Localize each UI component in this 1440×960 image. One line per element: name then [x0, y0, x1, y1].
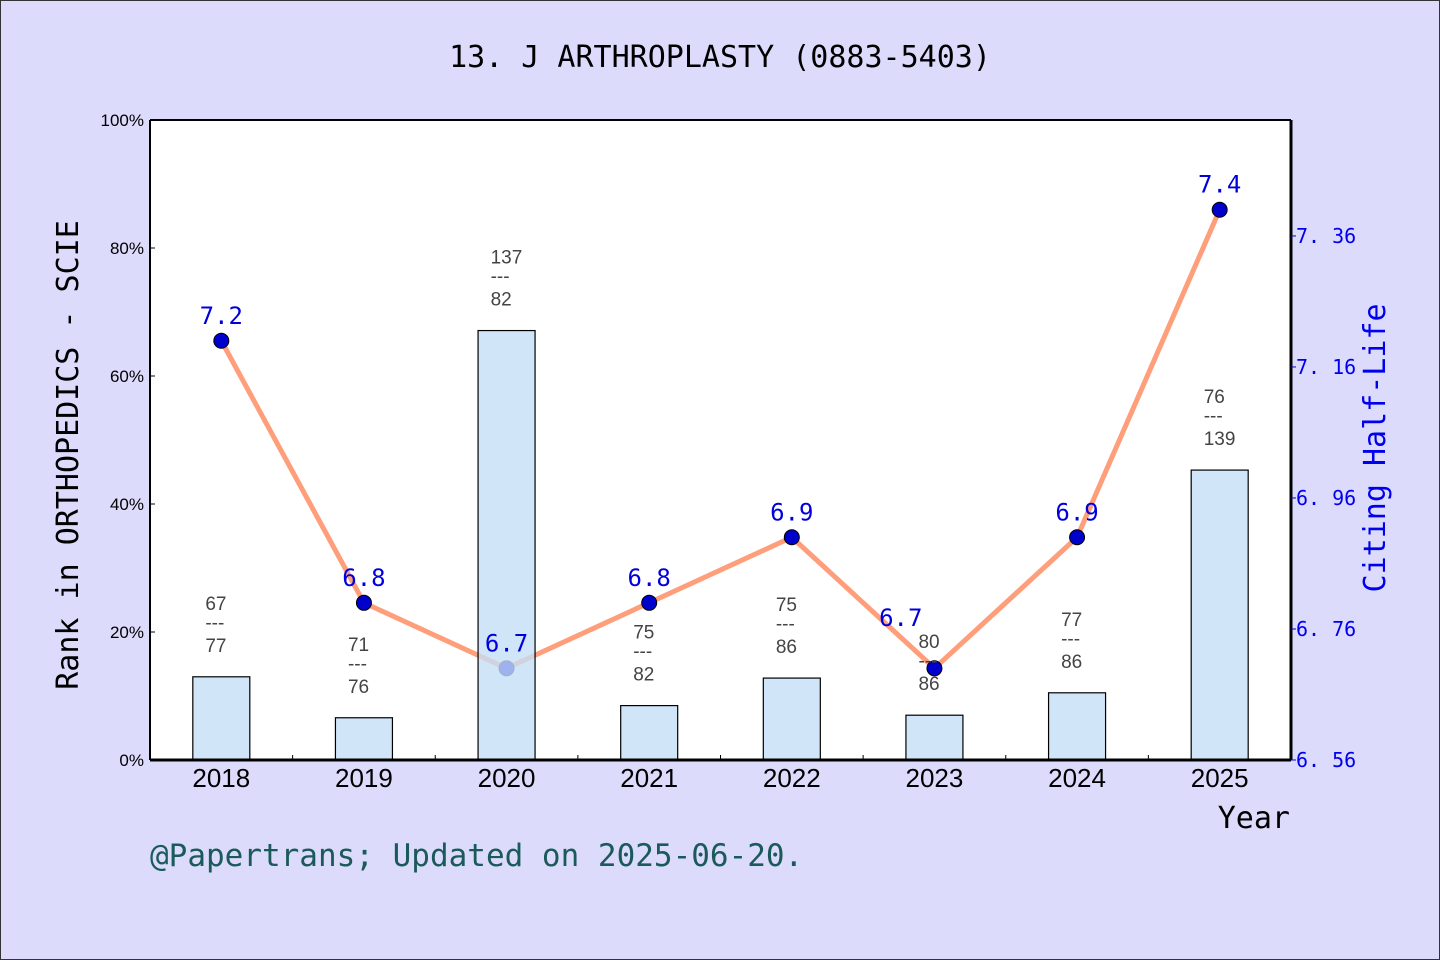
- x-tick-label: 2018: [192, 763, 250, 793]
- rank-numerator: 75: [633, 623, 654, 644]
- half-life-label: 6.9: [770, 498, 813, 526]
- rank-numerator: 77: [1061, 610, 1082, 631]
- rank-divider: ---: [348, 654, 367, 675]
- rank-bar: [477, 329, 536, 761]
- rank-bar: [1190, 469, 1249, 761]
- half-life-point: [1069, 529, 1086, 546]
- rank-denominator: 86: [1061, 652, 1082, 673]
- rank-denominator: 77: [205, 636, 226, 657]
- rank-bar: [192, 676, 251, 761]
- rank-denominator: 86: [776, 637, 797, 658]
- rank-divider: ---: [491, 267, 510, 288]
- y2-tick-label: 6. 96: [1296, 486, 1356, 510]
- x-tick-label: 2020: [478, 763, 536, 793]
- footer-credit: @Papertrans; Updated on 2025-06-20.: [150, 838, 803, 874]
- half-life-point: [355, 594, 372, 611]
- rank-denominator: 82: [491, 290, 512, 311]
- y-tick-label: 80%: [110, 239, 144, 258]
- bar-rank-label: 77--- 86: [1061, 610, 1082, 673]
- x-tick-label: 2021: [620, 763, 678, 793]
- rank-divider: ---: [918, 651, 937, 672]
- half-life-label: 7.2: [200, 302, 243, 330]
- x-axis-label: Year: [1218, 801, 1290, 836]
- half-life-label: 6.8: [628, 564, 671, 592]
- half-life-label: 6.7: [879, 604, 922, 632]
- x-tick-label: 2022: [763, 763, 821, 793]
- rank-denominator: 86: [918, 674, 939, 695]
- bar-rank-label: 76--- 139: [1204, 387, 1236, 450]
- half-life-point: [213, 332, 230, 349]
- rank-numerator: 80: [918, 632, 939, 653]
- rank-numerator: 75: [776, 595, 797, 616]
- half-life-point: [1211, 201, 1228, 218]
- half-life-label: 6.9: [1055, 498, 1098, 526]
- y2-tick-label: 7. 16: [1296, 355, 1356, 379]
- bar-rank-label: 75--- 86: [776, 595, 797, 658]
- half-life-label: 6.8: [342, 564, 385, 592]
- rank-divider: ---: [776, 614, 795, 635]
- y2-axis-label: Citing Half-Life: [1358, 304, 1393, 593]
- x-tick-label: 2023: [906, 763, 964, 793]
- rank-numerator: 137: [491, 248, 523, 269]
- rank-divider: ---: [1204, 406, 1223, 427]
- rank-divider: ---: [1061, 629, 1080, 650]
- y-tick-label: 40%: [110, 495, 144, 514]
- rank-numerator: 71: [348, 635, 369, 656]
- x-tick-label: 2024: [1048, 763, 1106, 793]
- bar-rank-label: 75--- 82: [633, 623, 654, 686]
- y-tick-label: 0%: [119, 751, 144, 770]
- y-tick-label: 100%: [101, 111, 144, 130]
- rank-bar: [620, 704, 679, 761]
- y-axis-label: Rank in ORTHOPEDICS - SCIE: [51, 220, 86, 690]
- half-life-point: [641, 594, 658, 611]
- bar-rank-label: 71--- 76: [348, 635, 369, 698]
- x-tick-label: 2025: [1191, 763, 1249, 793]
- rank-denominator: 82: [633, 665, 654, 686]
- plot-area: [150, 120, 1291, 760]
- half-life-point: [783, 529, 800, 546]
- bar-rank-label: 137--- 82: [491, 248, 523, 311]
- half-life-point: [926, 660, 943, 677]
- chart-title: 13. J ARTHROPLASTY (0883-5403): [449, 40, 991, 75]
- half-life-line: [219, 208, 1222, 671]
- rank-numerator: 76: [1204, 387, 1225, 408]
- half-life-label: 7.4: [1198, 171, 1241, 199]
- x-tick-label: 2019: [335, 763, 393, 793]
- rank-denominator: 139: [1204, 429, 1236, 450]
- rank-bar: [334, 717, 394, 761]
- rank-denominator: 76: [348, 677, 369, 698]
- rank-numerator: 67: [205, 594, 226, 615]
- rank-divider: ---: [205, 613, 224, 634]
- y-tick-label: 60%: [110, 367, 144, 386]
- y2-tick-label: 7. 36: [1296, 224, 1356, 248]
- half-life-label: 6.7: [485, 629, 528, 657]
- y2-tick-label: 6. 76: [1296, 617, 1356, 641]
- rank-bar: [762, 677, 821, 761]
- bar-rank-label: 80--- 86: [918, 632, 939, 695]
- y2-tick-label: 6. 56: [1296, 748, 1356, 772]
- rank-bar: [1047, 692, 1107, 761]
- y-tick-label: 20%: [110, 623, 144, 642]
- bar-rank-label: 67--- 77: [205, 594, 226, 657]
- rank-bar: [905, 714, 964, 761]
- rank-divider: ---: [633, 642, 652, 663]
